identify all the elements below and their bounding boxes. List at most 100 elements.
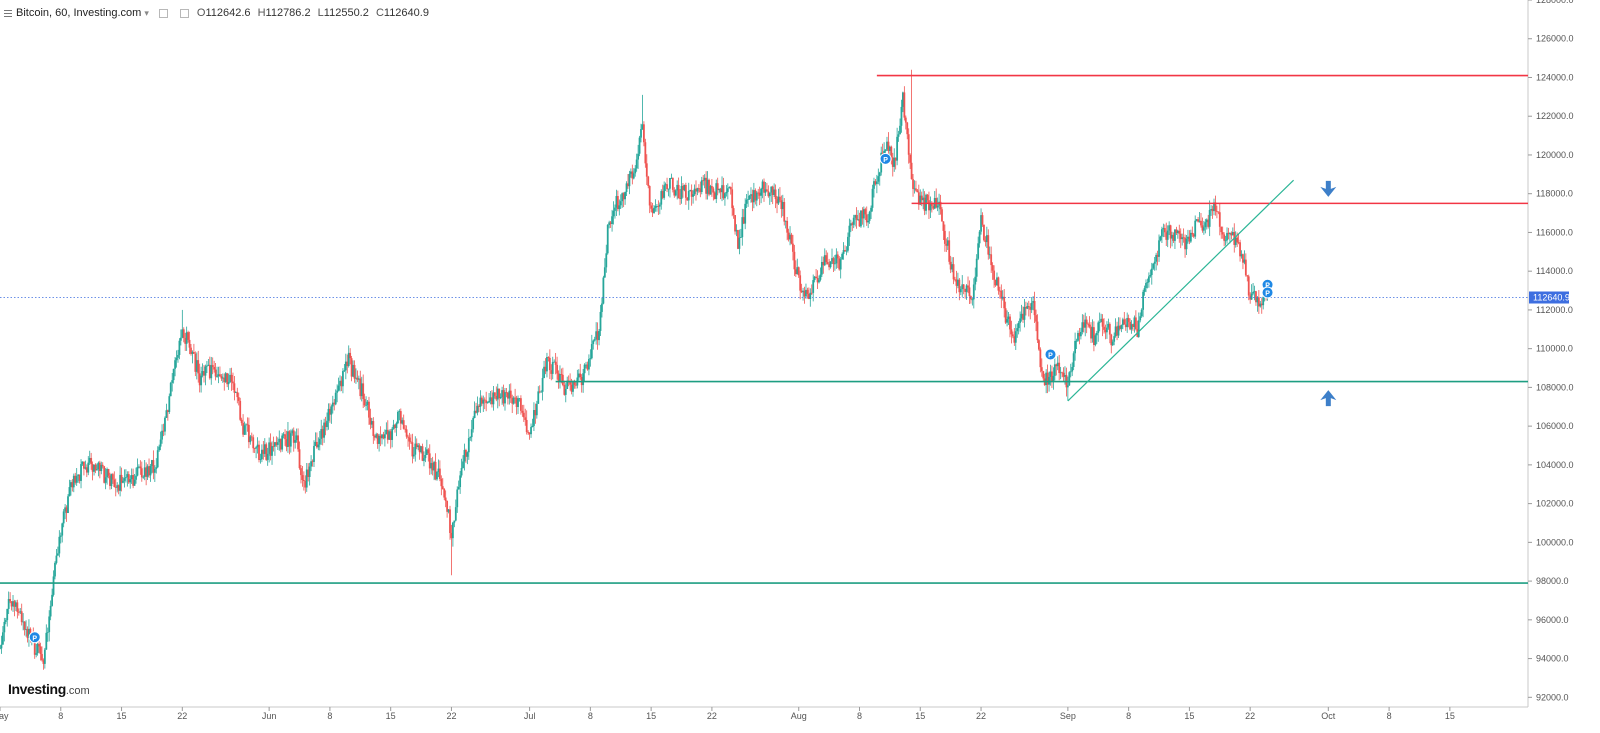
candle-body	[569, 381, 572, 385]
candle-body	[155, 467, 158, 469]
candle-body	[1159, 236, 1162, 241]
candle-body	[1127, 317, 1130, 322]
candle-body	[1091, 327, 1094, 339]
candle-body	[456, 489, 459, 508]
candle-body	[907, 134, 910, 155]
candle-body	[852, 217, 855, 225]
candle-body	[49, 605, 52, 617]
candle-body	[787, 232, 790, 240]
candle-body	[366, 401, 369, 405]
event-marker-icon	[879, 152, 892, 165]
candle-body	[629, 171, 632, 174]
candle-body	[851, 223, 854, 225]
candle-body	[1020, 313, 1023, 319]
candle-body	[763, 181, 765, 193]
candle-body	[745, 199, 748, 204]
candle-body	[987, 235, 990, 255]
candle-body	[465, 449, 467, 457]
candle-body	[1123, 319, 1126, 325]
price-tick-label: 92000.0	[1536, 692, 1569, 702]
candle-body	[16, 602, 19, 612]
candle-body	[842, 250, 845, 254]
candle-body	[716, 183, 719, 191]
candle-body	[813, 276, 816, 281]
candle-body	[573, 381, 576, 385]
candle-body	[85, 467, 88, 473]
candle-body	[1049, 371, 1052, 377]
candle-body	[645, 163, 648, 177]
candle-body	[110, 474, 113, 486]
candle-body	[434, 461, 437, 480]
candle-body	[19, 611, 22, 613]
symbol-title[interactable]: Bitcoin, 60, Investing.com	[16, 7, 142, 19]
candle-body	[747, 198, 749, 200]
candle-body	[480, 397, 483, 404]
candle-body	[1035, 315, 1037, 322]
candle-body	[470, 429, 473, 438]
candle-body	[551, 362, 554, 374]
candle-body	[954, 279, 956, 281]
candle-body	[96, 469, 98, 471]
time-tick-label: 15	[1445, 711, 1455, 721]
candle-body	[671, 177, 674, 190]
candle-body	[534, 410, 537, 416]
candle-body	[94, 464, 97, 471]
candle-body	[831, 258, 833, 262]
candle-body	[352, 364, 354, 377]
candle-body	[741, 217, 744, 238]
candle-body	[742, 217, 745, 224]
time-tick-label: 8	[1387, 711, 1392, 721]
candle-body	[841, 253, 844, 260]
candle-body	[904, 117, 907, 123]
candle-body	[394, 424, 396, 429]
candle-body	[1027, 306, 1030, 307]
candle-body	[188, 339, 191, 348]
candle-body	[1214, 202, 1217, 212]
candle-body	[1142, 291, 1145, 310]
candle-body	[996, 277, 998, 286]
candle-body	[271, 446, 273, 456]
candle-body	[162, 430, 165, 432]
candle-body	[262, 449, 265, 454]
candle-body	[615, 196, 618, 208]
candle-body	[822, 261, 825, 266]
settings-toggle-icon[interactable]	[158, 8, 168, 18]
candle-body	[1075, 340, 1078, 342]
candle-body	[1155, 254, 1158, 262]
candle-body	[631, 171, 634, 179]
candle-body	[770, 186, 773, 193]
candle-body	[1259, 303, 1262, 307]
candle-body	[657, 206, 660, 207]
candle-body	[166, 410, 169, 413]
candle-body	[896, 136, 899, 161]
time-tick-label: Jun	[262, 711, 277, 721]
candle-body	[844, 250, 846, 251]
candle-body	[621, 193, 624, 202]
menu-icon[interactable]	[4, 9, 12, 18]
candle-body	[1171, 234, 1173, 239]
candle-body	[991, 265, 994, 271]
candle-body	[143, 467, 146, 477]
candle-body	[33, 637, 36, 655]
candle-body	[1082, 322, 1085, 328]
candle-body	[1210, 209, 1213, 210]
time-tick-label: 8	[1126, 711, 1131, 721]
candle-body	[650, 205, 653, 209]
candle-body	[1007, 316, 1010, 320]
candle-body	[674, 190, 677, 196]
candle-body	[339, 380, 341, 386]
candle-body	[750, 194, 752, 196]
candle-body	[538, 391, 541, 393]
chevron-down-icon[interactable]: ▾	[144, 7, 149, 18]
hide-toggle-icon[interactable]	[179, 8, 189, 18]
candle-body	[72, 475, 75, 488]
candle-body	[606, 224, 609, 254]
candle-body	[415, 443, 418, 448]
candle-body	[297, 435, 299, 450]
candle-body	[1124, 324, 1127, 328]
candle-body	[1100, 318, 1103, 323]
price-tick-label: 126000.0	[1536, 34, 1574, 44]
candle-body	[178, 340, 181, 356]
